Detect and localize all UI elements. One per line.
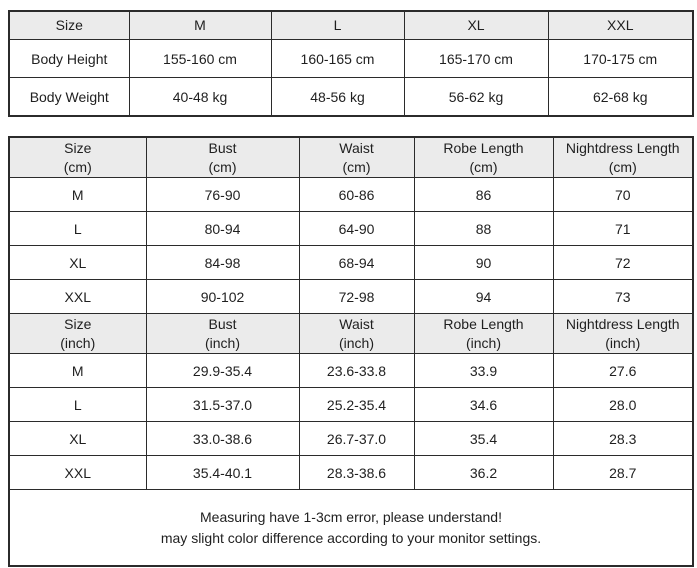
table-cell: 90: [413, 245, 554, 280]
table-cell: 28.3: [552, 421, 694, 456]
table-row: XXL 90-102 72-98 94 73: [8, 279, 694, 314]
size-cell: XXL: [8, 455, 147, 490]
table-cell: 36.2: [413, 455, 554, 490]
header-cell-xxl: XXL: [547, 10, 694, 40]
table-cell: 35.4-40.1: [145, 455, 300, 490]
table-cell: 56-62 kg: [403, 77, 549, 117]
table-cell: 34.6: [413, 387, 554, 422]
table-cell: 170-175 cm: [547, 39, 694, 78]
table-row: XL 33.0-38.6 26.7-37.0 35.4 28.3: [8, 421, 694, 456]
table-cell: 72-98: [298, 279, 415, 314]
size-cell: XL: [8, 245, 147, 280]
body-size-header-row: Size M L XL XXL: [8, 10, 694, 40]
table-row: L 31.5-37.0 25.2-35.4 34.6 28.0: [8, 387, 694, 422]
size-cell: XXL: [8, 279, 147, 314]
table-cell: 64-90: [298, 211, 415, 246]
table-cell: 71: [552, 211, 694, 246]
cm-header-row: Size (cm) Bust (cm) Waist (cm) Robe Leng…: [8, 136, 694, 178]
table-cell: 29.9-35.4: [145, 353, 300, 388]
table-cell: 88: [413, 211, 554, 246]
table-cell: 28.0: [552, 387, 694, 422]
table-cell: 165-170 cm: [403, 39, 549, 78]
size-cell: L: [8, 211, 147, 246]
header-cell-m: M: [128, 10, 272, 40]
table-cell: 155-160 cm: [128, 39, 272, 78]
header-cell-size: Size: [8, 10, 130, 40]
table-cell: 70: [552, 177, 694, 212]
row-label-body-weight: Body Weight: [8, 77, 130, 117]
table-cell: 33.0-38.6: [145, 421, 300, 456]
size-cell: M: [8, 177, 147, 212]
header-cell-xl: XL: [403, 10, 549, 40]
table-cell: 73: [552, 279, 694, 314]
header-cell-waist-inch: Waist (inch): [298, 313, 415, 354]
header-cell-l: L: [270, 10, 405, 40]
size-cell: XL: [8, 421, 147, 456]
table-row: M 76-90 60-86 86 70: [8, 177, 694, 212]
table-cell: 23.6-33.8: [298, 353, 415, 388]
table-cell: 84-98: [145, 245, 300, 280]
header-cell-nightdress-inch: Nightdress Length (inch): [552, 313, 694, 354]
table-cell: 48-56 kg: [270, 77, 405, 117]
table-cell: 62-68 kg: [547, 77, 694, 117]
table-cell: 160-165 cm: [270, 39, 405, 78]
table-row: Body Height 155-160 cm 160-165 cm 165-17…: [8, 39, 694, 78]
table-cell: 72: [552, 245, 694, 280]
table-cell: 76-90: [145, 177, 300, 212]
table-cell: 94: [413, 279, 554, 314]
inch-header-row: Size (inch) Bust (inch) Waist (inch) Rob…: [8, 313, 694, 354]
table-cell: 27.6: [552, 353, 694, 388]
table-cell: 28.3-38.6: [298, 455, 415, 490]
table-cell: 33.9: [413, 353, 554, 388]
table-row: XXL 35.4-40.1 28.3-38.6 36.2 28.7: [8, 455, 694, 490]
table-cell: 86: [413, 177, 554, 212]
table-cell: 31.5-37.0: [145, 387, 300, 422]
header-cell-robe-cm: Robe Length (cm): [413, 136, 554, 178]
table-row: L 80-94 64-90 88 71: [8, 211, 694, 246]
measurement-table: Size (cm) Bust (cm) Waist (cm) Robe Leng…: [8, 136, 694, 567]
table-cell: 40-48 kg: [128, 77, 272, 117]
size-cell: M: [8, 353, 147, 388]
header-cell-size-inch: Size (inch): [8, 313, 147, 354]
table-cell: 28.7: [552, 455, 694, 490]
size-cell: L: [8, 387, 147, 422]
table-row: XL 84-98 68-94 90 72: [8, 245, 694, 280]
table-cell: 25.2-35.4: [298, 387, 415, 422]
header-cell-bust-inch: Bust (inch): [145, 313, 300, 354]
header-cell-nightdress-cm: Nightdress Length (cm): [552, 136, 694, 178]
table-row: M 29.9-35.4 23.6-33.8 33.9 27.6: [8, 353, 694, 388]
table-cell: 60-86: [298, 177, 415, 212]
row-label-body-height: Body Height: [8, 39, 130, 78]
note-row: Measuring have 1-3cm error, please under…: [8, 489, 694, 567]
header-cell-bust-cm: Bust (cm): [145, 136, 300, 178]
table-row: Body Weight 40-48 kg 48-56 kg 56-62 kg 6…: [8, 77, 694, 117]
header-cell-waist-cm: Waist (cm): [298, 136, 415, 178]
body-size-table: Size M L XL XXL Body Height 155-160 cm 1…: [8, 10, 694, 117]
table-cell: 68-94: [298, 245, 415, 280]
table-cell: 35.4: [413, 421, 554, 456]
measuring-note: Measuring have 1-3cm error, please under…: [8, 489, 694, 567]
header-cell-robe-inch: Robe Length (inch): [413, 313, 554, 354]
table-cell: 80-94: [145, 211, 300, 246]
table-cell: 26.7-37.0: [298, 421, 415, 456]
header-cell-size-cm: Size (cm): [8, 136, 147, 178]
table-cell: 90-102: [145, 279, 300, 314]
